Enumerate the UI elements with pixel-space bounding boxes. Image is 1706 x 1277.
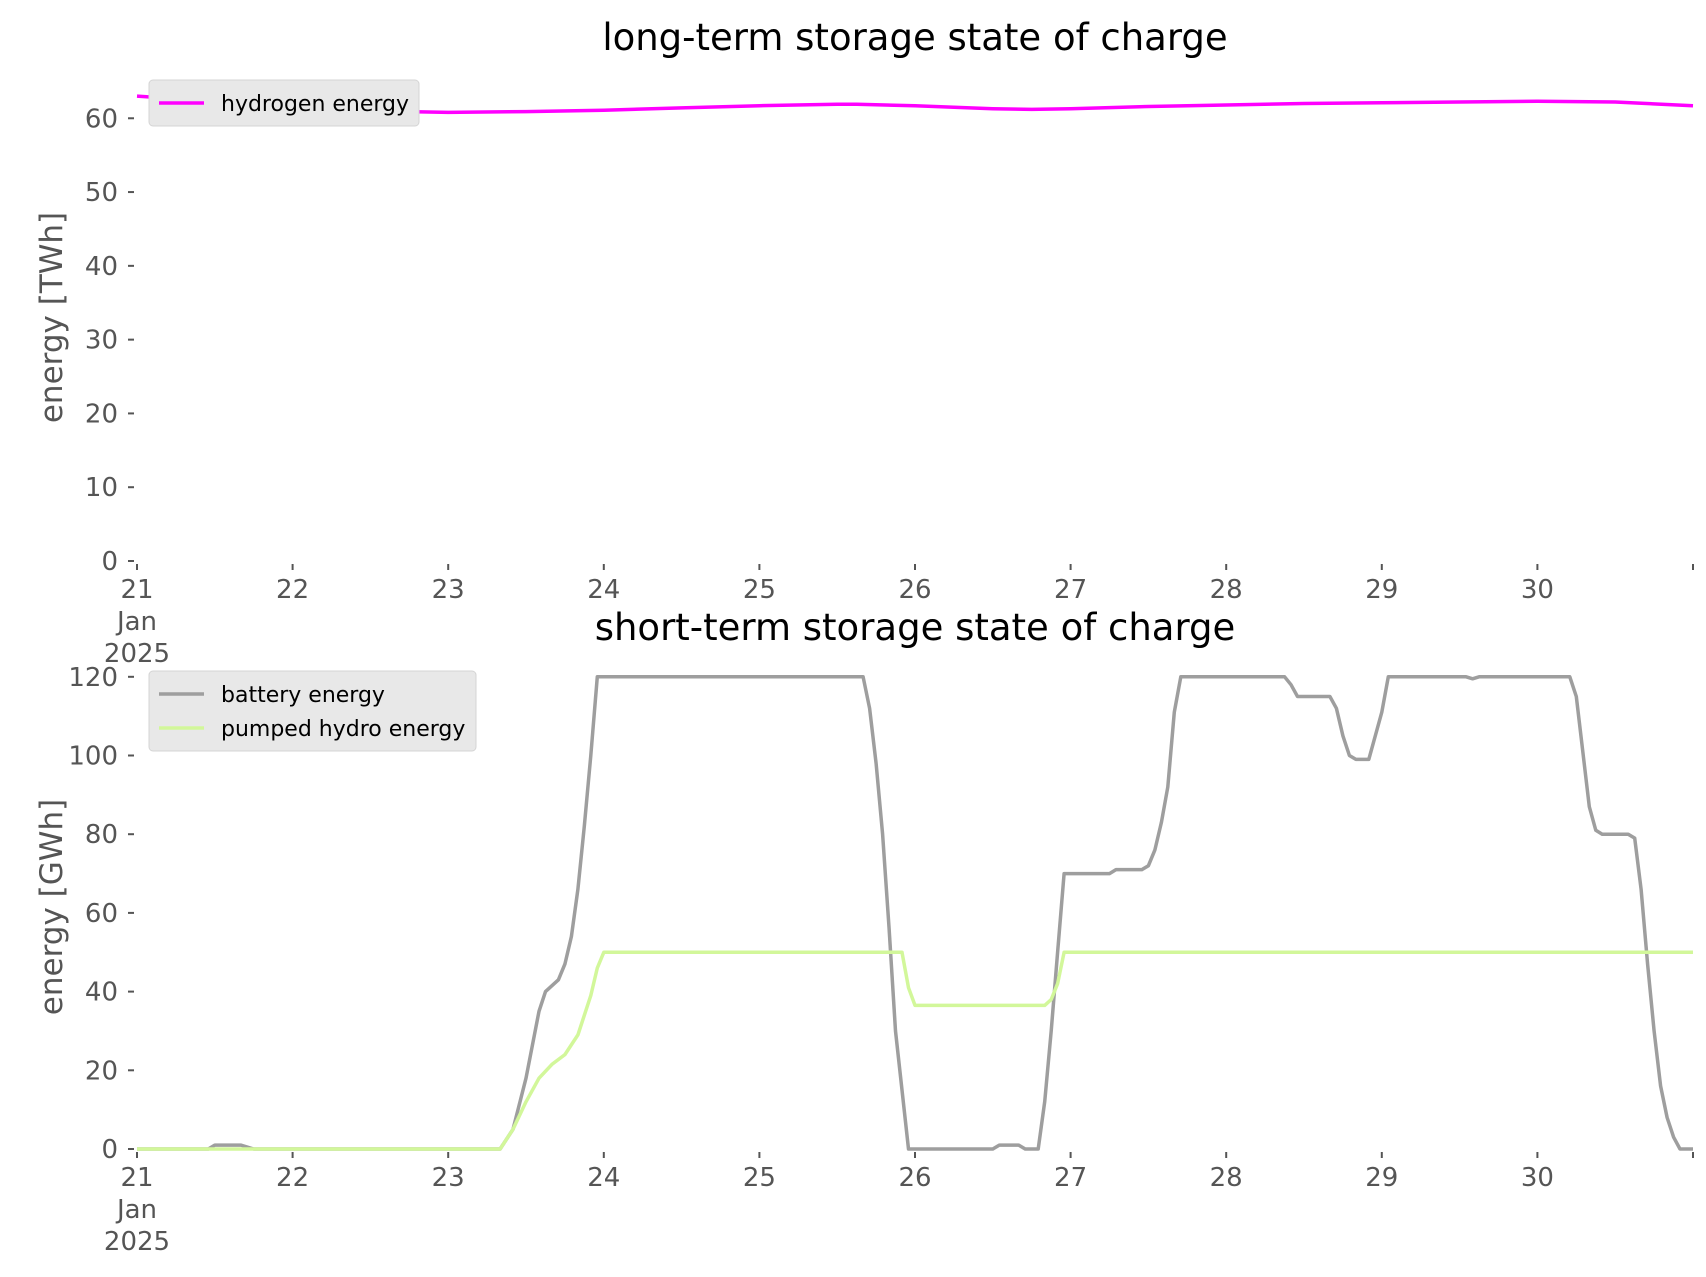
x-tick-label: 23 — [432, 575, 465, 605]
x-tick-label: 22 — [276, 1163, 309, 1193]
chart-title: short-term storage state of charge — [595, 606, 1236, 649]
x-tick-label: 29 — [1365, 1163, 1398, 1193]
x-tick-label: 30 — [1521, 575, 1554, 605]
y-tick-label: 0 — [101, 1135, 118, 1165]
series-line-battery-energy — [137, 675, 1693, 1151]
x-tick-label: 28 — [1210, 1163, 1243, 1193]
legend-label: pumped hydro energy — [221, 717, 465, 742]
x-tick-label: 27 — [1054, 575, 1087, 605]
legend-label: hydrogen energy — [221, 92, 409, 117]
y-tick-label: 60 — [85, 104, 118, 134]
x-tick-label: 2025 — [104, 639, 170, 669]
x-tick-label: 22 — [276, 575, 309, 605]
y-tick-label: 80 — [85, 820, 118, 850]
x-tick-label: 24 — [587, 575, 620, 605]
y-tick-label: 100 — [68, 742, 118, 772]
x-tick-label: 23 — [432, 1163, 465, 1193]
chart-title: long-term storage state of charge — [602, 16, 1227, 59]
y-tick-label: 40 — [85, 252, 118, 282]
y-tick-label: 10 — [85, 473, 118, 503]
x-tick-label: 2025 — [104, 1227, 170, 1257]
y-tick-label: 60 — [85, 899, 118, 929]
x-tick-label: 24 — [587, 1163, 620, 1193]
y-tick-label: 30 — [85, 326, 118, 356]
legend: hydrogen energy — [148, 79, 420, 127]
y-tick-label: 0 — [101, 547, 118, 577]
series-line-hydrogen-energy — [136, 94, 1694, 115]
y-tick-label: 20 — [85, 1056, 118, 1086]
legend: battery energy pumped hydro energy — [148, 670, 477, 752]
y-tick-label: 20 — [85, 399, 118, 429]
x-tick-label: 25 — [743, 575, 776, 605]
y-tick-label: 120 — [68, 663, 118, 693]
x-tick-label: Jan — [115, 607, 157, 637]
legend-box — [148, 79, 420, 127]
x-tick-label: 21 — [120, 575, 153, 605]
chart-panel-1: long-term storage state of charge energy … — [34, 16, 1694, 669]
x-tick-label: 28 — [1210, 575, 1243, 605]
y-axis-label: energy [TWh] — [34, 212, 70, 423]
series-line-pumped-hydro-energy — [137, 950, 1693, 1151]
y-tick-label: 50 — [85, 178, 118, 208]
x-tick-label: 25 — [743, 1163, 776, 1193]
chart-panel-2: short-term storage state of charge energy… — [34, 606, 1694, 1257]
y-axis-label: energy [GWh] — [34, 799, 70, 1015]
x-tick-label: Jan — [115, 1195, 157, 1225]
x-tick-label: 26 — [898, 575, 931, 605]
y-tick-label: 40 — [85, 978, 118, 1008]
x-tick-label: 30 — [1521, 1163, 1554, 1193]
x-tick-label: 27 — [1054, 1163, 1087, 1193]
x-tick-label: 21 — [120, 1163, 153, 1193]
legend-box — [148, 670, 477, 752]
legend-label: battery energy — [221, 683, 385, 708]
x-tick-label: 29 — [1365, 575, 1398, 605]
x-tick-label: 26 — [898, 1163, 931, 1193]
